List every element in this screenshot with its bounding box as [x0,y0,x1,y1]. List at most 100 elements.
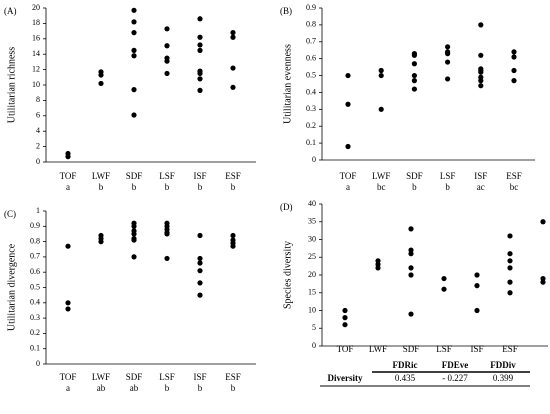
y-tick-label: 0 [312,155,316,164]
point [131,237,137,243]
point [408,311,414,317]
x-tick-label: SDF [406,171,423,181]
x-tick-label: LSF [436,344,452,354]
group-letter: b [198,182,203,192]
x-tick-label: TOF [60,372,77,382]
table-cell: - 0.227 [442,373,468,383]
table-header: FDDiv [490,360,516,370]
point [445,76,451,82]
y-tick-label: 25 [308,252,316,261]
x-tick-label: ESF [225,171,241,181]
point [478,69,484,75]
point [507,265,513,271]
x-tick-label: LWF [92,372,110,382]
y-tick-label: 2 [36,141,40,150]
point [378,72,384,79]
y-tick-label: 18 [32,18,40,27]
y-tick-label: 0.2 [30,328,40,337]
panel-label: (B) [280,6,292,16]
y-tick-label: 0.3 [306,104,316,113]
point [445,44,451,50]
group-letter: a [66,383,70,393]
point [408,265,414,271]
point [511,78,517,84]
y-tick-label: 0.8 [30,236,40,245]
point [474,272,480,278]
y-tick-label: 0 [36,157,40,166]
y-tick-label: 0.6 [30,267,40,276]
point [408,226,414,232]
x-tick-label: LWF [369,344,387,354]
table-cell: 0.399 [493,373,514,383]
point [197,260,203,266]
point [408,251,414,257]
table-cell: 0.435 [395,373,416,383]
x-tick-label: TOF [60,171,77,181]
group-letter: bc [377,182,386,192]
point [411,61,417,67]
point [131,87,137,93]
point [197,42,203,48]
point [164,58,170,64]
point [131,47,137,53]
point [378,106,384,112]
point [197,16,203,22]
group-letter: b [412,182,417,192]
panel-label: (A) [4,6,17,16]
point [131,53,137,59]
y-tick-label: 0.6 [306,53,316,62]
point [230,232,236,239]
point [507,290,513,296]
point [411,52,417,58]
y-axis-label: Species diversity [282,241,293,309]
point [441,275,447,282]
point [540,219,546,225]
point [445,59,451,65]
point [345,72,351,79]
point [164,43,170,49]
y-tick-label: 12 [32,64,40,73]
y-tick-label: 1 [36,206,40,215]
point [131,30,137,36]
point [65,243,71,249]
y-tick-label: 35 [308,217,316,226]
panel-label: (C) [4,209,16,219]
group-letter: b [132,182,137,192]
point [342,322,348,328]
y-tick-label: 0.5 [306,70,316,79]
x-tick-label: ESF [502,344,518,354]
point [507,279,513,285]
x-tick-label: ESF [506,171,522,181]
point [131,19,137,25]
y-tick-label: 0.8 [306,20,316,29]
point [230,30,236,36]
point [230,65,236,71]
point [197,232,203,239]
y-tick-label: 10 [308,305,316,314]
point [131,254,137,260]
x-tick-label: SDF [126,171,143,181]
group-letter: a [66,182,70,192]
y-tick-label: 30 [308,234,316,243]
point [478,78,484,84]
table-header: FDEve [442,360,469,370]
point [197,87,203,93]
point [98,80,104,87]
point [98,239,104,245]
y-tick-label: 0.9 [30,221,40,230]
group-letter: b [231,182,236,192]
y-tick-label: 0.4 [30,298,40,307]
point [342,315,348,321]
table-row-label: Diversity [328,373,363,383]
point [507,258,513,264]
point [342,307,348,314]
point [474,307,480,314]
x-tick-label: LWF [372,171,390,181]
y-tick-label: 0.1 [30,344,40,353]
point [511,54,517,60]
y-axis-label: Utilitarian evenness [282,44,293,124]
point [164,231,170,237]
point [474,283,480,289]
group-letter: b [99,182,104,192]
y-tick-label: 6 [36,111,40,120]
